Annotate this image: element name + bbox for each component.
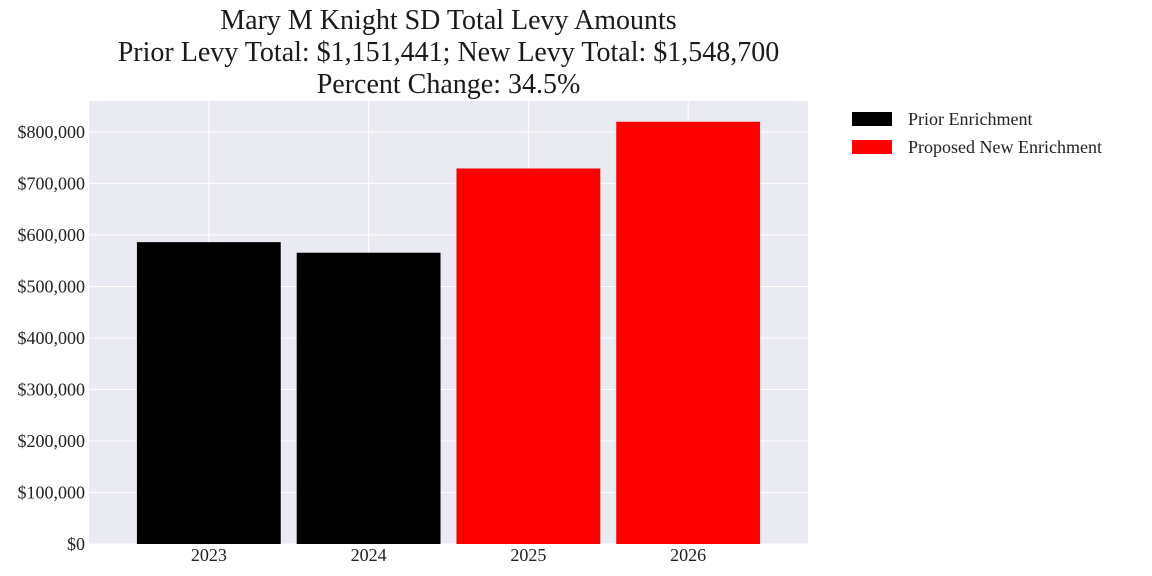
- legend-label-prior: Prior Enrichment: [908, 108, 1033, 129]
- chart-title-line-1: Mary M Knight SD Total Levy Amounts: [220, 5, 677, 36]
- y-tick-label: $200,000: [18, 431, 86, 451]
- y-tick-label: $100,000: [18, 482, 86, 502]
- bar-2025: [456, 168, 601, 545]
- legend-swatch-prior: [852, 112, 892, 126]
- bar-2024: [296, 252, 441, 545]
- y-tick-label: $700,000: [18, 173, 86, 193]
- legend-item-prior: Prior Enrichment: [852, 105, 1102, 133]
- y-tick-label: $800,000: [18, 122, 86, 142]
- legend: Prior Enrichment Proposed New Enrichment: [852, 105, 1102, 161]
- y-tick-label: $0: [67, 534, 85, 554]
- legend-label-proposed: Proposed New Enrichment: [908, 136, 1102, 157]
- legend-swatch-proposed: [852, 140, 892, 154]
- x-tick-label: 2026: [670, 545, 706, 565]
- y-tick-label: $400,000: [18, 328, 86, 348]
- y-tick-label: $500,000: [18, 276, 86, 296]
- chart-title-line-3: Percent Change: 34.5%: [316, 69, 581, 100]
- x-tick-label: 2023: [191, 545, 227, 565]
- y-tick-label: $600,000: [18, 225, 86, 245]
- x-tick-label: 2024: [351, 545, 387, 565]
- bar-2023: [136, 242, 281, 545]
- chart-title-line-2: Prior Levy Total: $1,151,441; New Levy T…: [117, 37, 780, 68]
- legend-item-proposed: Proposed New Enrichment: [852, 133, 1102, 161]
- x-tick-label: 2025: [510, 545, 546, 565]
- y-tick-label: $300,000: [18, 379, 86, 399]
- bar-2026: [616, 121, 761, 544]
